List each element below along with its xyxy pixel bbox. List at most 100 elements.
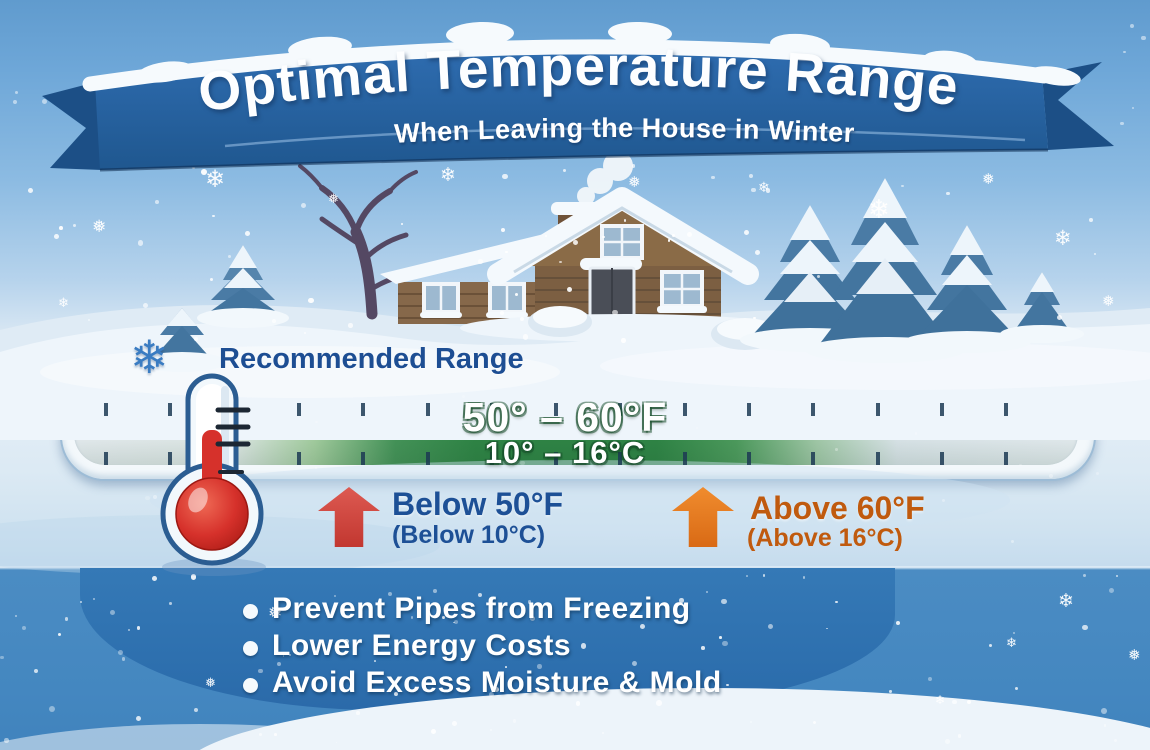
bar-tick (1004, 403, 1009, 416)
bar-tick (875, 403, 880, 416)
snow-speck (967, 700, 972, 705)
snow-speck (228, 254, 232, 259)
snow-speck (15, 615, 18, 618)
snow-speck (500, 310, 505, 315)
wing-roof-snow (380, 234, 562, 284)
snow-speck (726, 684, 729, 687)
snow-speck (501, 173, 508, 180)
snow-speck (1129, 23, 1134, 28)
pine-tree-right-c (903, 225, 1031, 353)
snow-speck (373, 659, 376, 662)
snow-speck (209, 278, 213, 282)
snow-speck (520, 317, 525, 322)
snow-speck (304, 332, 307, 335)
snowflake-icon: ❄ (1058, 591, 1074, 612)
bullet-icon (243, 678, 258, 693)
bar-tick (939, 403, 944, 416)
snow-speck (501, 227, 506, 233)
snow-speck (623, 219, 627, 223)
bar-tick (939, 452, 944, 465)
snow-speck (245, 230, 250, 236)
above-range-title: Above 60°F (750, 490, 925, 526)
snow-speck (534, 648, 539, 652)
snow-speck (308, 297, 314, 304)
snow-speck (632, 164, 636, 168)
snow-speck (559, 260, 562, 264)
snow-speck (602, 732, 604, 735)
snow-speck (152, 494, 157, 499)
snow-speck (194, 337, 199, 342)
snowflake-icon: ❄ (868, 194, 890, 224)
snowflake-icon: ❄ (1006, 635, 1017, 650)
snow-speck (752, 316, 756, 320)
bar-tick (168, 452, 173, 465)
snow-speck (1019, 463, 1022, 466)
wing-window (486, 282, 528, 318)
benefit-item: Lower Energy Costs (272, 629, 572, 662)
snow-speck (544, 234, 547, 237)
snowflake-icon: ❄ (58, 295, 69, 310)
snow-speck (272, 319, 276, 324)
snow-speck (1141, 35, 1146, 41)
below-range-title: Below 50°F (392, 486, 564, 522)
snow-speck (1103, 724, 1107, 727)
snow-speck (743, 230, 749, 236)
bar-tick (682, 452, 687, 465)
snow-speck (718, 636, 722, 640)
snow-speck (274, 733, 277, 736)
bar-tick (489, 403, 494, 416)
snow-speck (1093, 252, 1096, 255)
snow-speck (631, 660, 637, 666)
snow-speck (453, 619, 458, 624)
snow-speck (49, 706, 56, 713)
snow-speck (1113, 739, 1117, 742)
snow-speck (957, 734, 962, 738)
snow-speck (505, 666, 507, 668)
bare-tree (298, 164, 418, 320)
snow-speck (58, 633, 62, 637)
bar-tick (811, 452, 816, 465)
snow-speck (512, 719, 517, 723)
snow-speck (33, 668, 39, 674)
chimney-smoke (577, 151, 633, 205)
snow-speck (803, 576, 806, 579)
snow-shading (150, 460, 1010, 540)
snow-speck (54, 234, 60, 239)
snow-speck (122, 657, 126, 661)
snow-speck (520, 460, 525, 466)
snowflake-icon: ❄ (1054, 227, 1072, 250)
snow-speck (356, 711, 360, 715)
snow-speck (453, 621, 455, 624)
bar-tick (554, 452, 559, 465)
snow-speck (889, 690, 892, 693)
snow-speck (522, 334, 529, 340)
snow-speck (0, 655, 4, 660)
benefits-panel (80, 568, 895, 710)
snowflake-icon: ❅ (205, 675, 216, 690)
snow-speck (1116, 574, 1118, 577)
snow-speck (572, 239, 579, 246)
snowflake-icon: ❅ (1102, 293, 1115, 310)
below-range-subtitle: (Below 10°C) (392, 521, 546, 549)
snow-speck (21, 626, 27, 631)
bar-tick (1004, 452, 1009, 465)
bar-tick (618, 403, 623, 416)
bar-tick (811, 403, 816, 416)
snow-speck (581, 643, 587, 649)
bar-tick (875, 452, 880, 465)
snow-speck (1012, 631, 1016, 635)
snow-speck (387, 591, 393, 597)
snow-speck (442, 615, 446, 619)
snow-speck (1108, 587, 1114, 594)
snow-speck (505, 251, 508, 254)
snow-speck (722, 640, 728, 646)
ribbon-bottom-edge (99, 148, 1049, 172)
snow-speck (212, 214, 215, 217)
snow-speck (751, 187, 756, 193)
snow-speck (489, 728, 492, 731)
snow-speck (136, 626, 141, 630)
snow-speck (914, 432, 918, 435)
snow-speck (552, 400, 556, 404)
